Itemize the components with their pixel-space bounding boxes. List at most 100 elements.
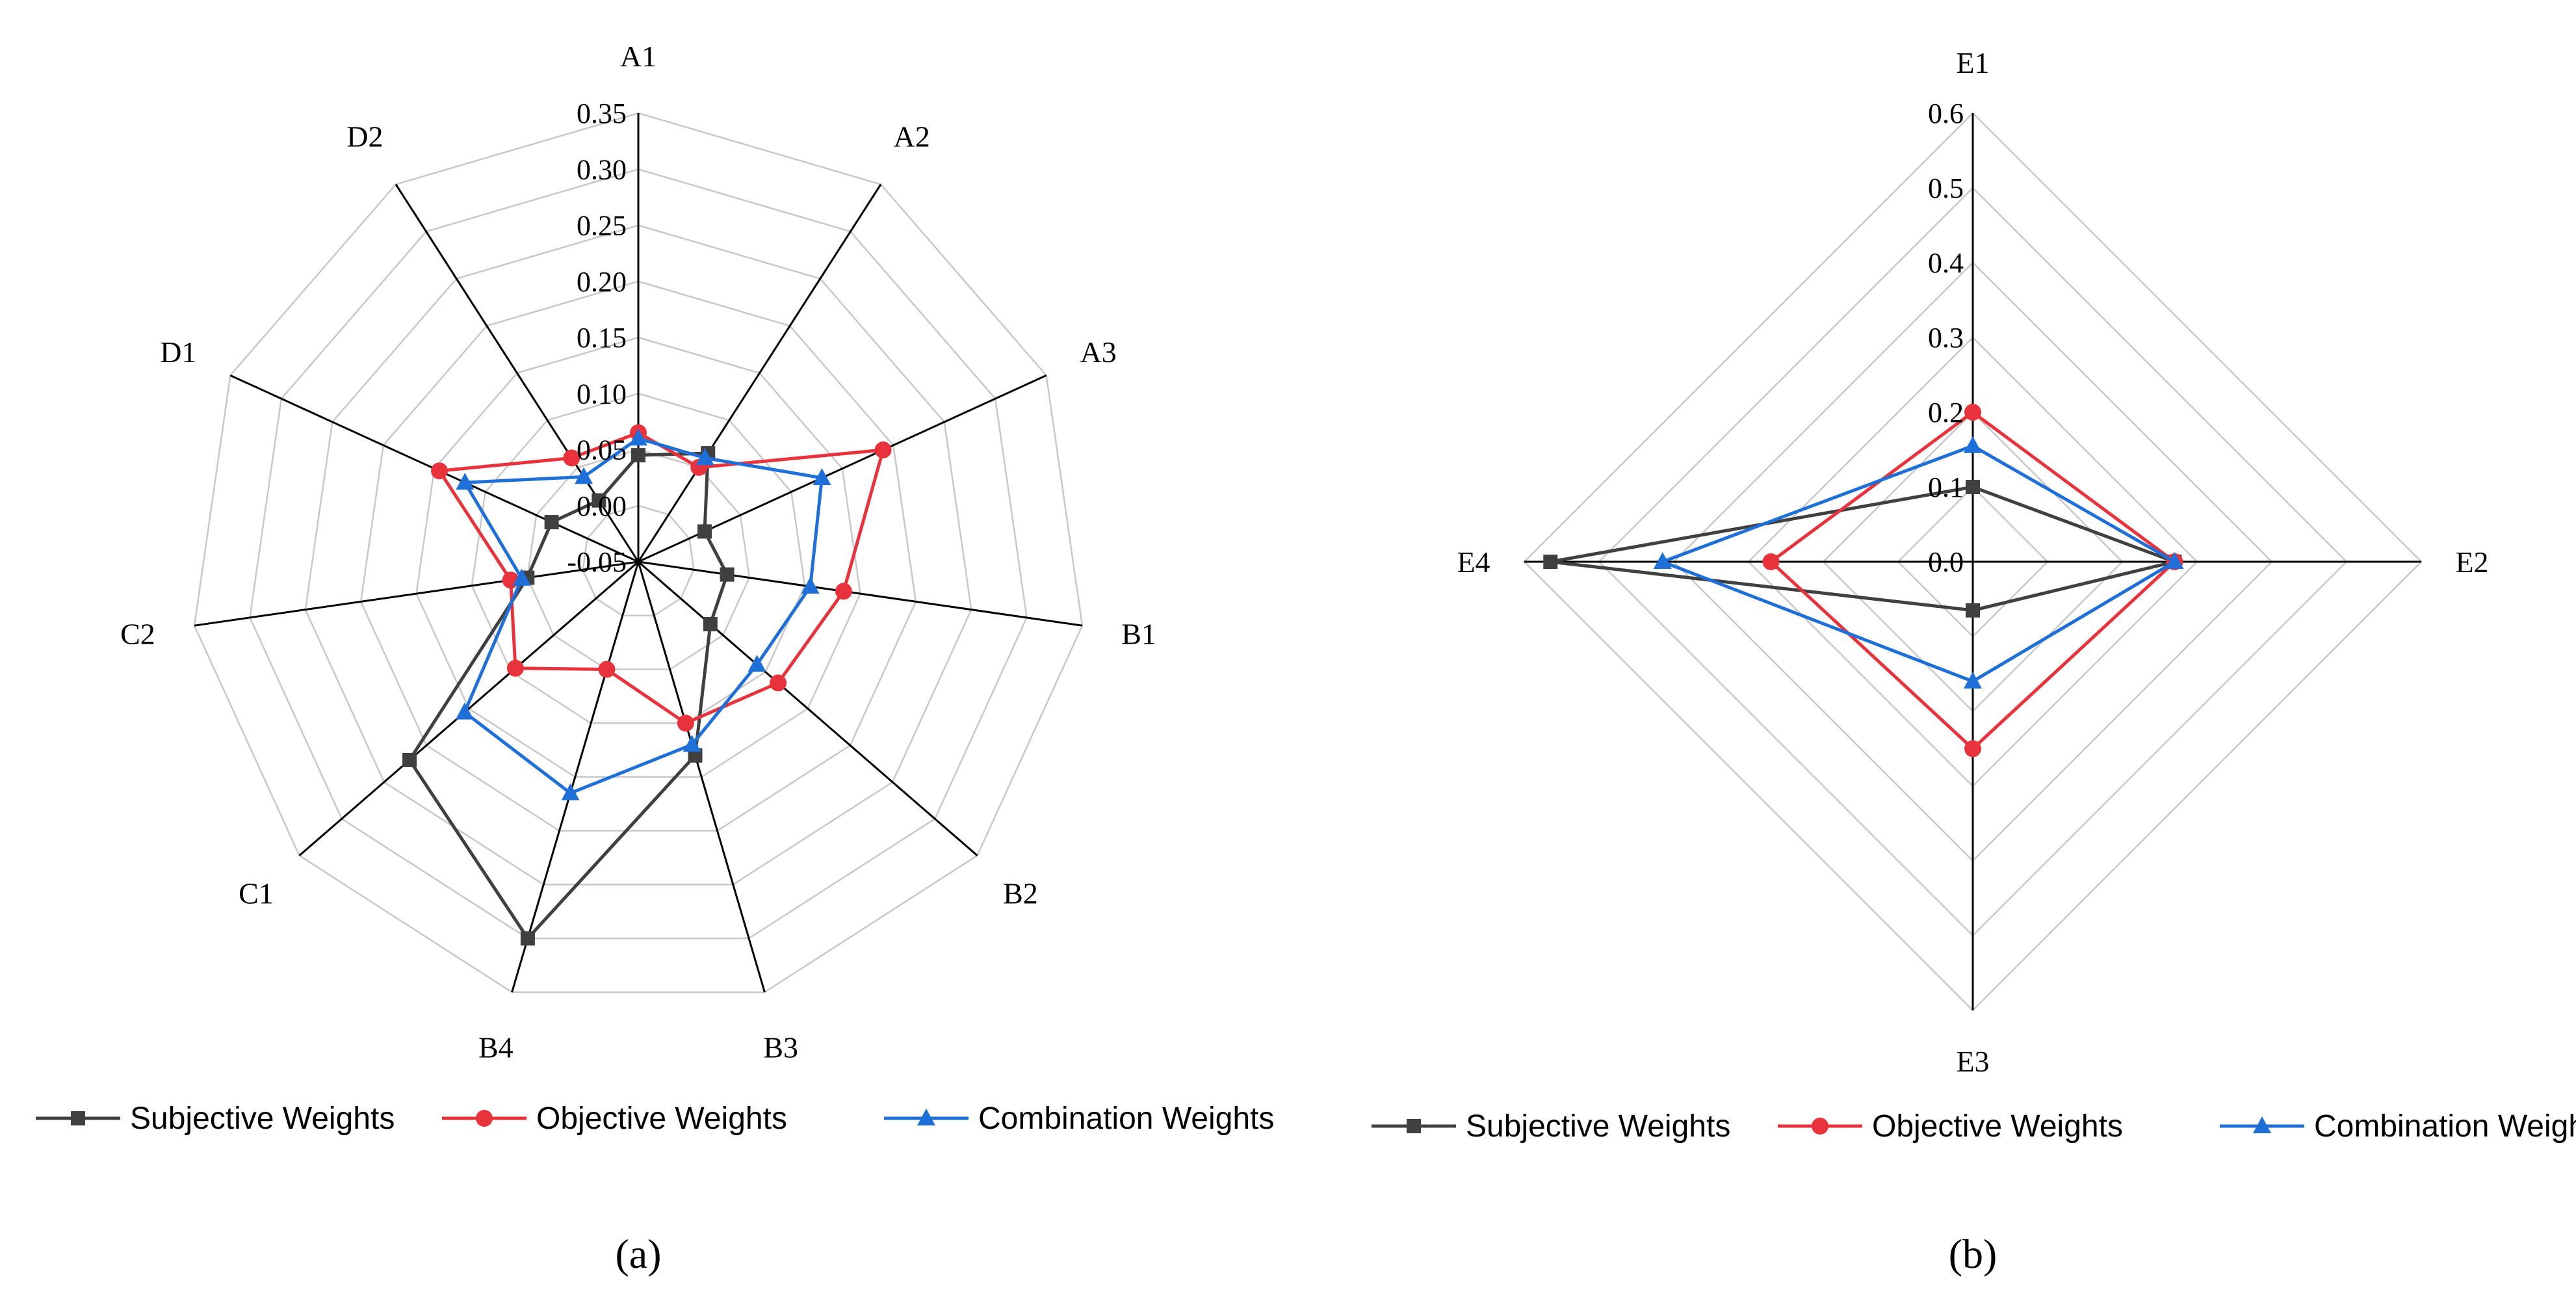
data-point [512, 568, 531, 586]
data-point [677, 715, 694, 732]
data-point [1966, 603, 1980, 618]
data-point [813, 468, 831, 486]
data-point [561, 783, 580, 800]
data-point [770, 674, 787, 692]
series-line-1 [408, 451, 729, 941]
radial-tick-label: 0.10 [577, 378, 627, 410]
legend: Subjective Weights Objective Weights Combi… [1372, 1109, 2576, 1144]
category-label: C1 [239, 876, 274, 910]
radial-tick-label: 0.1 [1928, 471, 1964, 503]
category-label: E4 [1457, 545, 1490, 579]
legend-item: Objective Weights [442, 1101, 787, 1136]
series-line-3 [1658, 443, 2178, 683]
grid-ring [582, 505, 695, 617]
panel-label: (b) [1949, 1231, 1997, 1277]
radar-chart-b: 0.0 0.1 0.2 0.3 0.4 0.5 0.6 E1 E2 E3 E4 Subjective … [1372, 46, 2576, 1277]
radial-tick-label: 0.15 [577, 322, 627, 354]
radial-tick-label: 0.6 [1928, 98, 1964, 129]
category-label: E3 [1956, 1045, 1989, 1078]
data-point [431, 462, 449, 480]
data-point [1762, 553, 1780, 570]
legend-label: Objective Weights [536, 1101, 787, 1136]
radial-tick-label: 0.20 [577, 266, 627, 298]
data-point [688, 748, 703, 763]
axis-spoke [637, 561, 766, 993]
grid-ring [526, 449, 751, 670]
legend-marker [476, 1110, 493, 1127]
axis-spoke [298, 560, 639, 856]
data-point [1964, 672, 1982, 689]
radial-tick-label: 0.25 [577, 210, 627, 242]
legend-label: Subjective Weights [130, 1101, 395, 1136]
data-point [520, 931, 535, 946]
data-point [703, 617, 718, 632]
legend-item: Subjective Weights [36, 1101, 395, 1136]
legend-marker [917, 1109, 935, 1125]
category-label: B3 [763, 1031, 798, 1064]
axis-spoke [638, 560, 1083, 627]
data-point [1653, 552, 1672, 569]
panel-label: (a) [615, 1231, 661, 1277]
legend-label: Combination Weights [978, 1101, 1274, 1136]
legend: Subjective Weights Objective Weights Combi… [36, 1101, 1274, 1136]
data-point [456, 473, 475, 490]
data-point [683, 735, 701, 752]
data-point [720, 567, 735, 582]
data-point [563, 449, 580, 467]
data-point [696, 448, 714, 466]
radial-tick-label: 0.2 [1928, 397, 1964, 428]
data-point [2165, 552, 2184, 569]
legend-marker [71, 1111, 85, 1125]
data-point [631, 448, 645, 463]
legend-marker [1812, 1118, 1828, 1135]
data-point [544, 515, 559, 530]
radial-tick-label: 0.4 [1928, 247, 1964, 279]
data-point [598, 661, 616, 678]
legend-item: Subjective Weights [1372, 1109, 1730, 1144]
legend-item: Objective Weights [1778, 1109, 2123, 1144]
category-label: A3 [1080, 335, 1117, 369]
category-label: B2 [1003, 876, 1038, 910]
data-point [1964, 436, 1982, 453]
data-point [1964, 740, 1981, 757]
data-point [455, 702, 474, 720]
category-label: D1 [160, 335, 196, 369]
grid-ring [359, 280, 917, 832]
legend-label: Combination Weights [2314, 1109, 2576, 1144]
legend-marker [1407, 1119, 1421, 1133]
data-point [1543, 555, 1558, 569]
legend-label: Objective Weights [1872, 1109, 2123, 1144]
category-label: B4 [478, 1031, 514, 1064]
legend-label: Subjective Weights [1466, 1109, 1730, 1144]
series-line-1 [1550, 485, 2181, 612]
radar-chart-a: -0.05 0.00 0.05 0.10 0.15 0.20 0.25 0.30 0.35 A1 A… [36, 40, 1274, 1277]
grid-ring [193, 112, 1084, 993]
radial-tick-label: 0.3 [1928, 322, 1964, 354]
axis-spoke [511, 561, 640, 993]
data-point [1964, 404, 1981, 421]
series-line-2 [436, 430, 885, 726]
data-point [835, 583, 852, 600]
legend-item: Combination Weights [884, 1101, 1274, 1136]
category-label: B1 [1121, 618, 1156, 651]
axis-spoke [638, 560, 978, 856]
radial-tick-label: 0.00 [577, 490, 627, 522]
legend-item: Combination Weights [2220, 1109, 2576, 1144]
data-point [575, 467, 593, 484]
grid-ring [415, 336, 861, 778]
category-label: A2 [894, 120, 930, 153]
radial-tick-label: 0.30 [577, 153, 627, 185]
category-label: E1 [1956, 46, 1989, 79]
axis-spoke [637, 183, 882, 562]
grid-ring [304, 224, 972, 886]
category-label: E2 [2455, 545, 2488, 579]
radial-tick-label: 0.35 [577, 98, 627, 129]
radial-tick-label: -0.05 [567, 546, 627, 578]
data-point [506, 659, 524, 677]
radial-tick-label: 0.05 [577, 434, 627, 466]
data-point [874, 441, 892, 459]
category-label: D2 [346, 120, 383, 153]
category-label: C2 [120, 618, 155, 651]
data-point [629, 428, 647, 446]
